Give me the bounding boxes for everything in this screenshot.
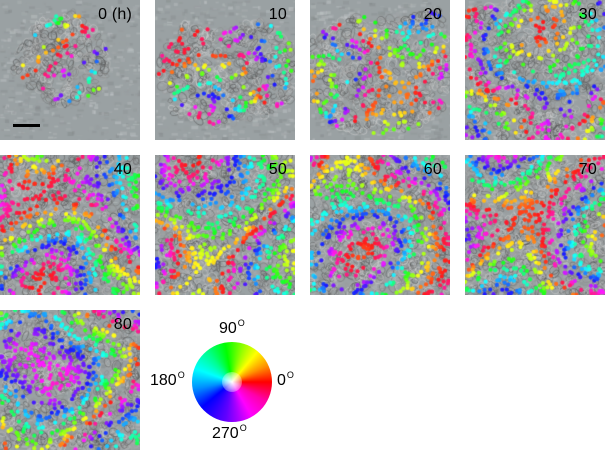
panel-0h: 0 (h) [0, 0, 140, 140]
angle-label-180: 180O [150, 370, 185, 389]
time-label: 40 [113, 161, 132, 178]
angle-label-270: 270O [212, 423, 247, 442]
panel-60h: 60 [310, 155, 450, 295]
panel-30h: 30 [465, 0, 605, 140]
scale-bar [13, 124, 40, 127]
direction-color-wheel [192, 342, 272, 422]
cell-image-80h [0, 310, 140, 450]
time-label: 10 [268, 6, 287, 23]
angle-label-0: 0O [277, 370, 294, 389]
time-label: 70 [578, 161, 597, 178]
panel-80h: 80 [0, 310, 140, 450]
time-label: 20 [423, 6, 442, 23]
angle-label-90: 90O [219, 318, 245, 337]
wheel-center-glow [222, 372, 242, 392]
time-label: 50 [268, 161, 287, 178]
cell-image-50h [155, 155, 295, 295]
cell-image-70h [465, 155, 605, 295]
time-label: 60 [423, 161, 442, 178]
time-label: 80 [113, 316, 132, 333]
cell-image-20h [310, 0, 450, 140]
cell-image-30h [465, 0, 605, 140]
panel-10h: 10 [155, 0, 295, 140]
panel-20h: 20 [310, 0, 450, 140]
panel-40h: 40 [0, 155, 140, 295]
panel-70h: 70 [465, 155, 605, 295]
panel-50h: 50 [155, 155, 295, 295]
time-label: 0 (h) [98, 6, 132, 23]
cell-image-60h [310, 155, 450, 295]
cell-image-10h [155, 0, 295, 140]
time-label: 30 [578, 6, 597, 23]
cell-image-0h [0, 0, 140, 140]
cell-image-40h [0, 155, 140, 295]
